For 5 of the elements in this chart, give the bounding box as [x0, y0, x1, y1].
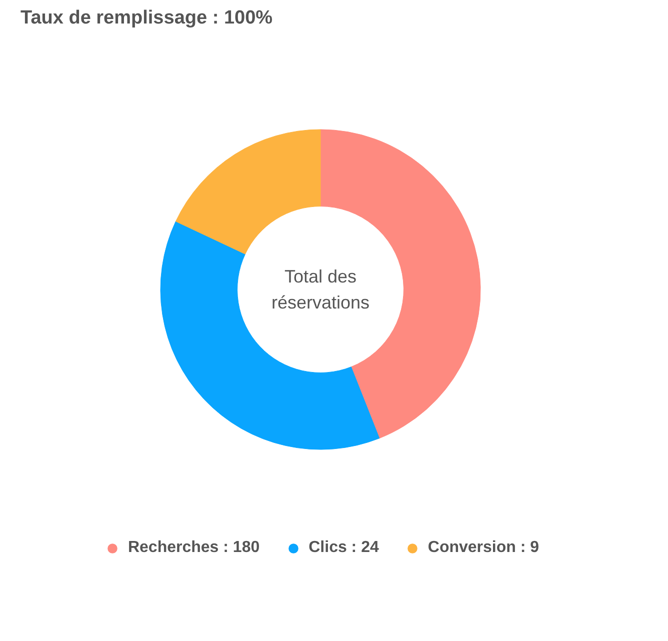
legend-label: Clics : 24: [308, 539, 379, 557]
text: Total des réservations: [271, 266, 370, 312]
chart-title: Taux de remplissage : 100%: [20, 8, 273, 28]
legend-label: Conversion : 9: [428, 539, 540, 557]
legend-label: Recherches : 180: [128, 539, 260, 557]
